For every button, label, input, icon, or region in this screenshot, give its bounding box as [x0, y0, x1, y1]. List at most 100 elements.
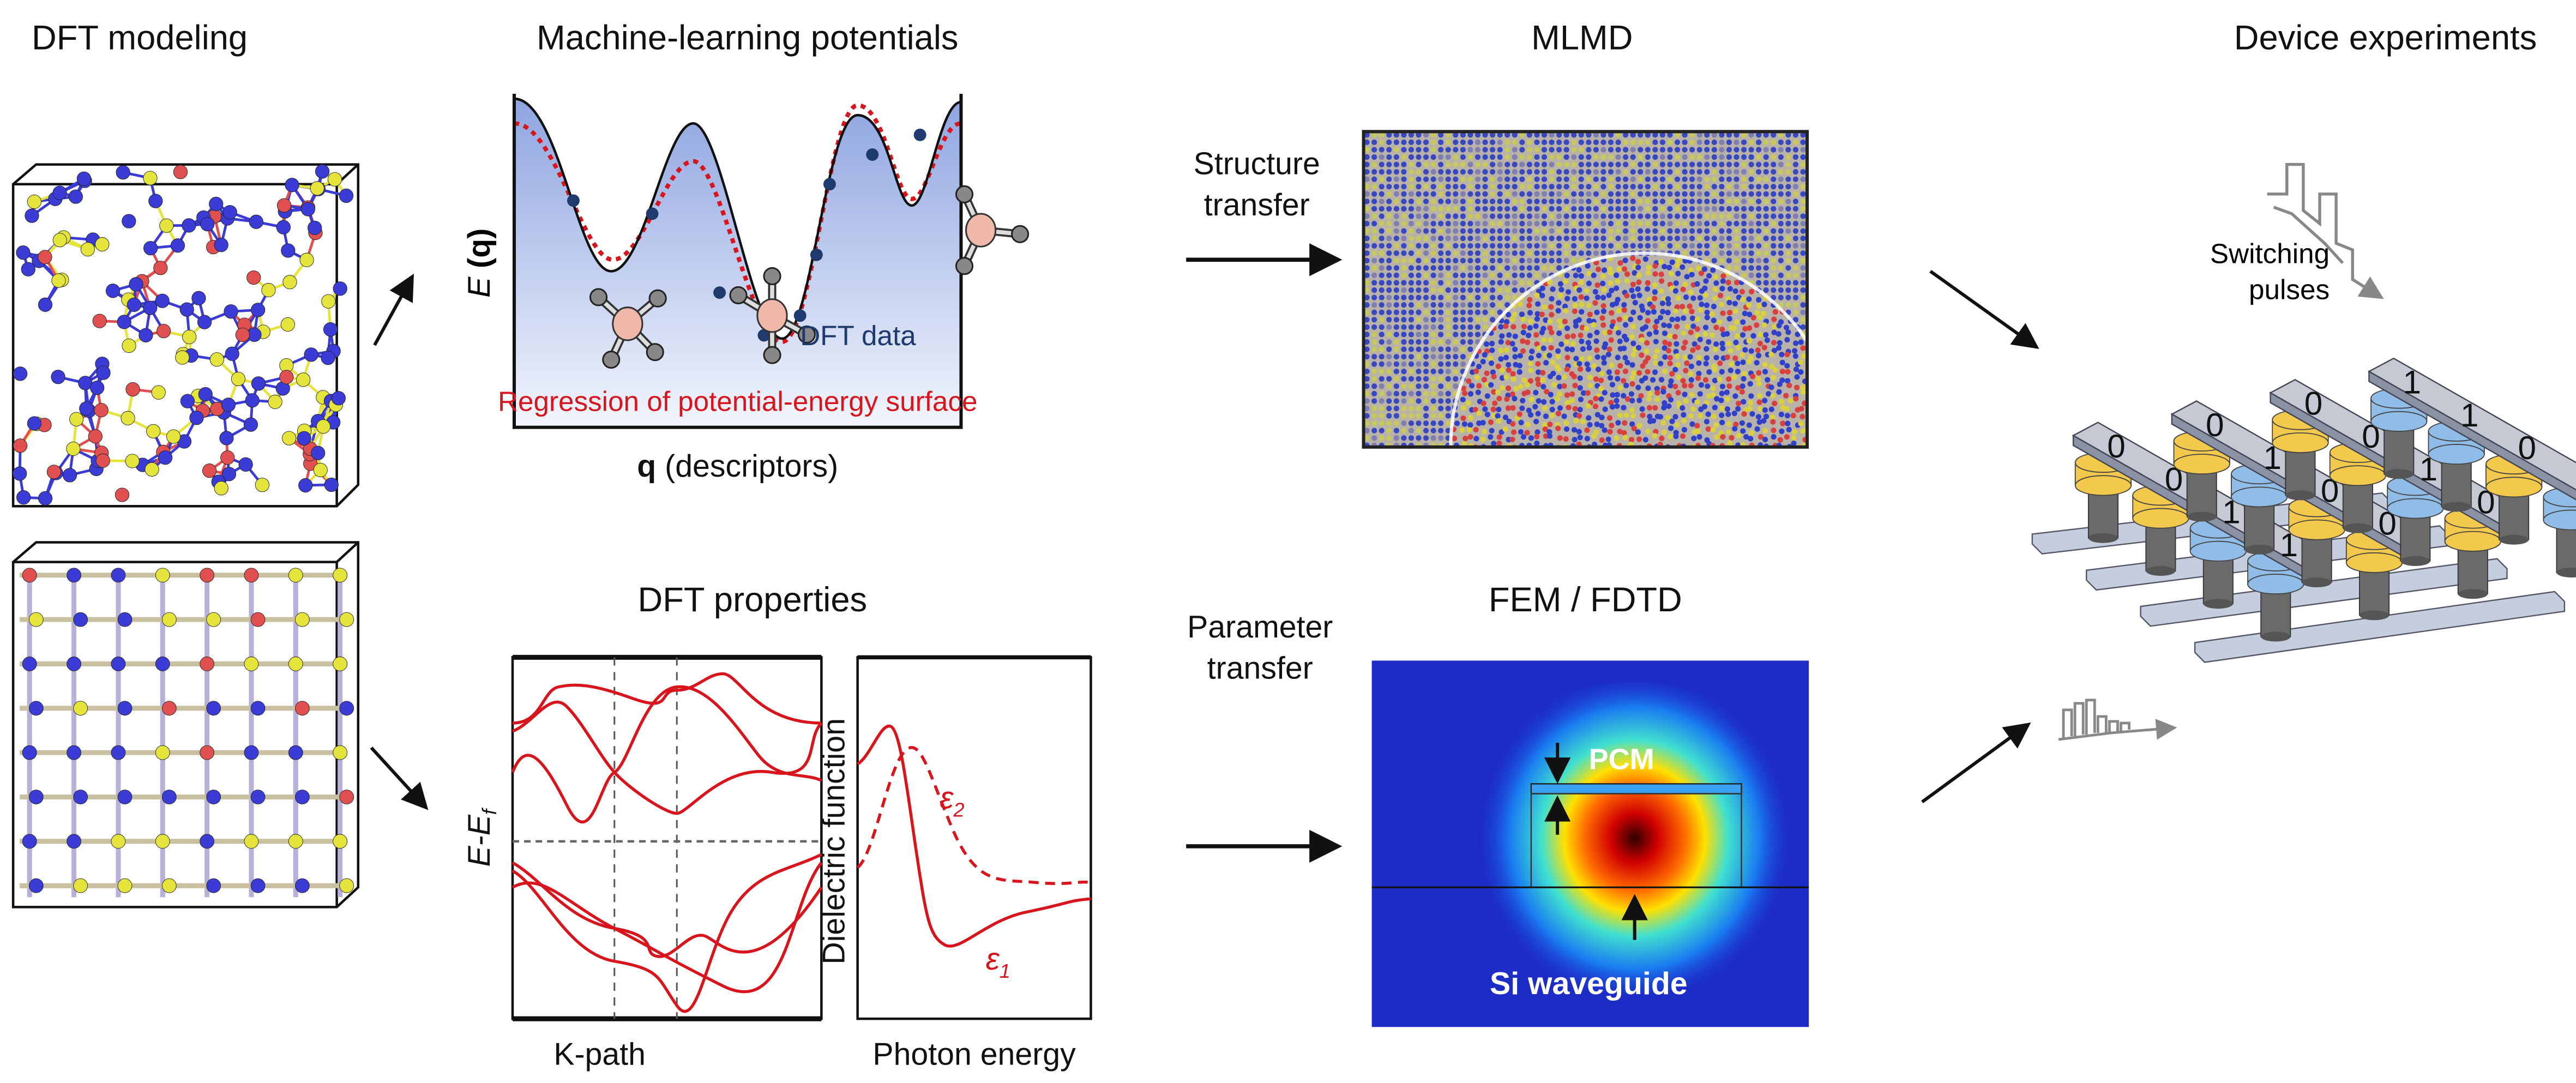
arrow-mlmd-to-device — [1929, 269, 2039, 349]
md-atom — [1393, 139, 1399, 146]
md-atom — [1550, 359, 1556, 365]
md-atom — [1423, 428, 1429, 434]
md-atom — [1622, 139, 1629, 146]
md-atom — [1652, 271, 1658, 277]
md-atom — [1662, 263, 1668, 269]
atom — [125, 382, 140, 397]
md-atom — [1762, 436, 1768, 443]
md-atom — [1792, 132, 1799, 138]
md-atom — [1512, 213, 1518, 219]
md-atom — [1748, 236, 1754, 242]
atom — [281, 431, 297, 446]
pcm-cell-bottom — [2345, 552, 2403, 573]
md-atom — [1777, 381, 1783, 387]
md-atom — [1569, 346, 1575, 353]
md-atom — [1785, 302, 1791, 308]
md-atom — [1771, 236, 1777, 242]
md-atom — [1423, 309, 1429, 315]
md-atom — [1556, 198, 1562, 204]
md-atom — [1645, 176, 1651, 182]
md-atom — [1800, 176, 1806, 182]
md-atom — [1379, 361, 1385, 367]
md-atom — [1674, 198, 1681, 204]
md-atom — [1756, 220, 1762, 227]
md-atom — [1704, 315, 1710, 321]
md-atom — [1593, 236, 1599, 242]
md-atom — [1616, 266, 1622, 272]
md-atom — [1704, 161, 1710, 167]
md-atom — [1587, 382, 1593, 388]
parameter-transfer-label-2: transfer — [1207, 651, 1313, 686]
md-atom — [1371, 369, 1377, 375]
md-atom — [1586, 302, 1592, 309]
atom — [294, 878, 310, 893]
atom — [161, 878, 177, 893]
md-atom — [1585, 390, 1591, 396]
crossbar-device: Switching pulses 0011010000101101 — [2031, 163, 2576, 741]
md-atom — [1371, 169, 1377, 175]
atom — [261, 282, 276, 298]
md-atom — [1630, 323, 1636, 329]
md-atom — [1482, 184, 1488, 190]
md-atom — [1672, 288, 1679, 294]
md-atom — [1680, 378, 1686, 384]
md-atom — [1401, 309, 1407, 315]
md-atom — [1386, 176, 1392, 182]
md-atom — [1704, 184, 1710, 190]
md-atom — [1771, 213, 1777, 219]
md-atom — [1563, 420, 1569, 426]
md-atom — [1408, 161, 1415, 167]
md-atom — [1423, 161, 1429, 167]
md-atom — [1438, 324, 1444, 330]
md-atom — [1606, 369, 1612, 375]
md-atom — [1489, 302, 1496, 308]
md-atom — [1674, 236, 1681, 242]
atom — [250, 790, 266, 804]
atom — [333, 745, 348, 760]
md-atom — [1401, 383, 1407, 389]
md-atom — [1785, 243, 1791, 249]
md-atom — [1709, 332, 1715, 338]
md-atom — [1694, 399, 1700, 405]
md-atom — [1615, 184, 1621, 190]
md-atom — [1761, 418, 1767, 424]
md-atom — [1748, 184, 1754, 190]
md-atom — [1668, 396, 1674, 403]
md-atom — [1364, 147, 1370, 153]
md-atom — [1393, 147, 1399, 153]
atom — [69, 412, 84, 426]
pillar-base — [2556, 567, 2576, 577]
md-atom — [1393, 272, 1399, 279]
md-atom — [1467, 434, 1473, 440]
md-atom — [1645, 132, 1651, 138]
md-atom — [1712, 366, 1718, 372]
md-atom — [1460, 184, 1466, 190]
md-atom — [1467, 220, 1473, 227]
md-atom — [1630, 236, 1636, 242]
md-atom — [1584, 427, 1590, 433]
md-atom — [1577, 435, 1583, 441]
md-atom — [1482, 161, 1488, 167]
md-atom — [1704, 418, 1710, 425]
pcm-cell-bottom — [2387, 498, 2444, 519]
md-atom — [1735, 345, 1741, 351]
md-atom — [1586, 220, 1592, 227]
md-atom — [1735, 369, 1741, 375]
md-atom — [1519, 139, 1525, 146]
md-atom — [1504, 302, 1510, 308]
md-atom — [1423, 280, 1429, 286]
md-atom — [1516, 369, 1522, 375]
md-atom — [1460, 302, 1466, 308]
md-atom — [1430, 257, 1436, 263]
md-atom — [1482, 352, 1488, 358]
md-atom — [1785, 329, 1791, 335]
pcm-cell-bottom — [2428, 444, 2485, 465]
md-atom — [1529, 348, 1535, 354]
md-atom — [1659, 228, 1666, 234]
md-atom — [1594, 412, 1600, 418]
atom — [148, 194, 163, 208]
md-atom — [1734, 161, 1740, 167]
md-atom — [1423, 369, 1429, 375]
md-atom — [1563, 139, 1569, 146]
md-atom — [1393, 220, 1399, 227]
